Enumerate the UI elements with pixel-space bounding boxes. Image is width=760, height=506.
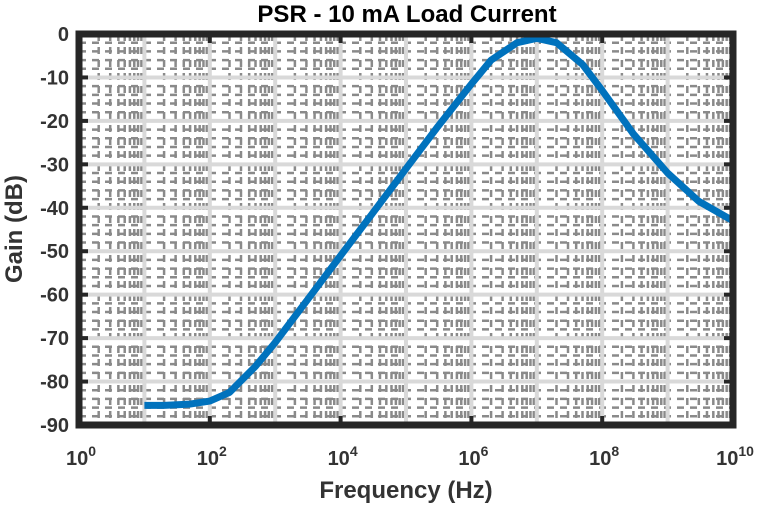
plot-frame xyxy=(75,30,737,429)
x-tick-exponent: 4 xyxy=(350,443,358,459)
x-axis-label: Frequency (Hz) xyxy=(319,477,492,504)
y-tick-label: -30 xyxy=(40,154,69,176)
x-tick-label: 108 xyxy=(589,443,619,470)
x-tick-exponent: 0 xyxy=(88,443,96,459)
x-tick-label: 104 xyxy=(328,443,358,470)
tick-marks xyxy=(77,32,735,427)
x-tick-exponent: 10 xyxy=(738,443,754,459)
grid-lines xyxy=(77,32,735,427)
x-tick-base: 10 xyxy=(328,448,350,470)
y-tick-label: -90 xyxy=(40,415,69,437)
y-tick-label: -80 xyxy=(40,372,69,394)
series-layer xyxy=(144,34,735,409)
x-tick-base: 10 xyxy=(197,448,219,470)
x-tick-label: 102 xyxy=(197,443,227,470)
x-tick-base: 10 xyxy=(589,448,611,470)
x-tick-label: 100 xyxy=(66,443,96,470)
y-tick-label: 0 xyxy=(58,24,69,46)
y-tick-label: -60 xyxy=(40,285,69,307)
x-tick-labels: 100 102 104 106 108 1010 xyxy=(66,443,754,470)
x-tick-label: 1010 xyxy=(716,443,754,470)
x-tick-base: 10 xyxy=(66,448,88,470)
x-tick-exponent: 2 xyxy=(219,443,227,459)
series-line-0 xyxy=(144,34,735,409)
y-tick-label: -10 xyxy=(40,67,69,89)
x-tick-exponent: 6 xyxy=(481,443,489,459)
x-tick-base: 10 xyxy=(458,448,480,470)
chart-title: PSR - 10 mA Load Current xyxy=(257,1,556,28)
y-tick-label: -20 xyxy=(40,111,69,133)
y-tick-label: -70 xyxy=(40,328,69,350)
y-axis-label: Gain (dB) xyxy=(1,175,28,283)
x-tick-exponent: 8 xyxy=(611,443,619,459)
y-tick-label: -40 xyxy=(40,198,69,220)
x-tick-base: 10 xyxy=(716,448,738,470)
y-tick-label: -50 xyxy=(40,241,69,263)
y-tick-labels: 0 -10 -20 -30 -40 -50 -60 -70 -80 -90 xyxy=(40,24,69,437)
x-tick-label: 106 xyxy=(458,443,488,470)
